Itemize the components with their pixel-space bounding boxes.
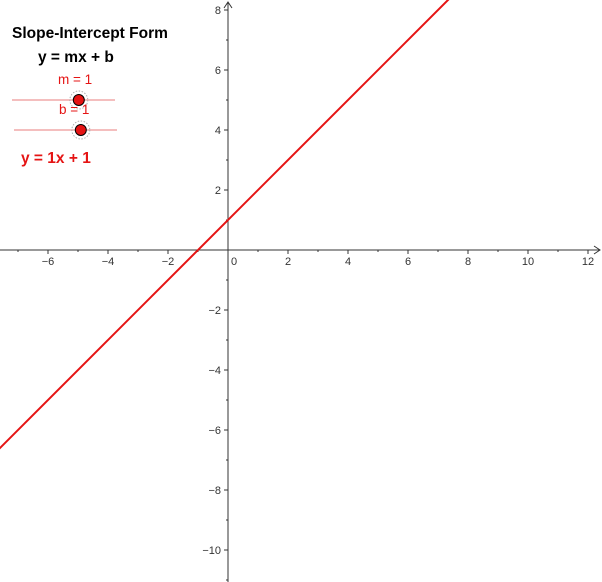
x-tick-label: −4 bbox=[102, 256, 115, 268]
y-tick-label: −6 bbox=[208, 425, 221, 437]
line-graph[interactable] bbox=[0, 0, 602, 520]
slider-b-halo bbox=[71, 120, 91, 140]
x-axis-arrow bbox=[593, 245, 601, 255]
x-tick-label: 6 bbox=[405, 256, 411, 268]
x-tick-label: 2 bbox=[285, 256, 291, 268]
x-tick-label: 4 bbox=[345, 256, 351, 268]
slider-m-label: m = 1 bbox=[58, 72, 93, 87]
x-tick-label: 8 bbox=[465, 256, 471, 268]
y-tick-label: −10 bbox=[202, 545, 221, 557]
x-tick-label: −6 bbox=[42, 256, 55, 268]
x-tick-label: 12 bbox=[582, 256, 594, 268]
slider-m-halo bbox=[69, 90, 89, 110]
y-tick-label: 4 bbox=[215, 125, 221, 137]
sliders[interactable] bbox=[12, 90, 117, 140]
y-axis-arrow bbox=[223, 1, 233, 9]
y-tick-label: −8 bbox=[208, 485, 221, 497]
tick-marks bbox=[17, 9, 589, 581]
y-tick-label: −4 bbox=[208, 365, 221, 377]
x-tick-label: −2 bbox=[162, 256, 175, 268]
plotted-lines[interactable] bbox=[0, 0, 602, 520]
y-tick-label: 6 bbox=[215, 65, 221, 77]
slider-b-handle[interactable] bbox=[74, 124, 87, 136]
x-tick-label: 10 bbox=[522, 256, 534, 268]
tick-labels: −6 −4 −2 2 4 6 8 10 12 −10 −8 −6 −4 −2 2 4 6 8 0 bbox=[42, 5, 594, 557]
origin-label: 0 bbox=[231, 256, 237, 268]
y-tick-label: 8 bbox=[215, 5, 221, 17]
y-tick-label: −2 bbox=[208, 305, 221, 317]
line-equation: y = 1x + 1 bbox=[21, 150, 91, 167]
slider-m-handle[interactable] bbox=[72, 94, 85, 106]
y-tick-label: 2 bbox=[215, 185, 221, 197]
general-formula: y = mx + b bbox=[38, 49, 114, 66]
app-heading: Slope-Intercept Form bbox=[12, 25, 168, 42]
slider-b-label: b = 1 bbox=[59, 102, 90, 117]
